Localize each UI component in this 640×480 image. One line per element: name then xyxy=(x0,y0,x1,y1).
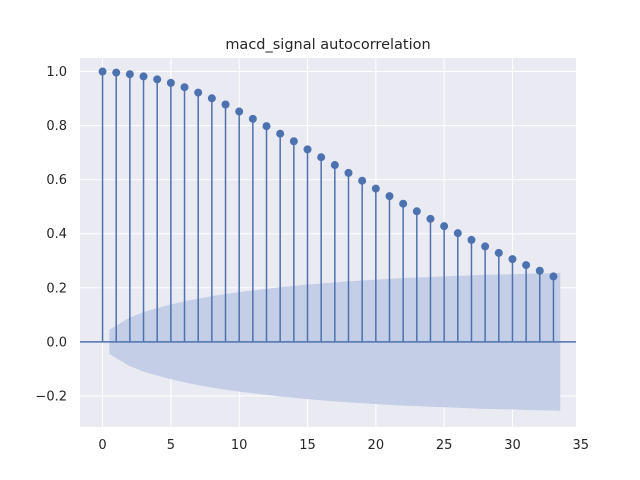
y-tick-label: 0.8 xyxy=(46,119,67,134)
x-axis-ticks: 0 5 10 15 20 25 30 35 xyxy=(98,438,589,453)
stem-marker-6 xyxy=(180,83,189,92)
stem-marker-23 xyxy=(412,207,421,216)
stem-marker-12 xyxy=(262,122,271,131)
stem-marker-8 xyxy=(207,94,216,103)
stem-marker-28 xyxy=(481,242,490,251)
stem-marker-7 xyxy=(194,88,203,97)
stem-marker-32 xyxy=(535,266,544,275)
stem-marker-19 xyxy=(358,176,367,185)
stem-marker-22 xyxy=(399,199,408,208)
x-tick-label: 35 xyxy=(573,438,590,453)
x-tick-label: 15 xyxy=(299,438,316,453)
stem-marker-17 xyxy=(330,161,339,170)
stem-series xyxy=(98,67,558,342)
x-tick-label: 10 xyxy=(231,438,248,453)
stem-marker-15 xyxy=(303,145,312,154)
stem-marker-21 xyxy=(385,192,394,201)
stem-marker-11 xyxy=(248,114,257,123)
stem-marker-4 xyxy=(153,75,162,84)
stem-marker-3 xyxy=(139,72,148,81)
stem-marker-27 xyxy=(467,235,476,244)
x-tick-label: 20 xyxy=(368,438,385,453)
chart-title: macd_signal autocorrelation xyxy=(225,37,430,53)
y-tick-label: 0.4 xyxy=(46,227,67,242)
y-tick-label: 0.6 xyxy=(46,173,67,188)
stem-marker-18 xyxy=(344,168,353,177)
stem-marker-29 xyxy=(494,248,503,257)
stem-marker-24 xyxy=(426,214,435,223)
stem-marker-0 xyxy=(98,67,107,76)
stem-marker-10 xyxy=(235,107,244,116)
stem-marker-33 xyxy=(549,272,558,281)
stem-marker-30 xyxy=(508,255,517,264)
x-tick-label: 30 xyxy=(504,438,521,453)
stem-marker-1 xyxy=(112,68,121,77)
y-tick-label: 0.0 xyxy=(46,335,67,350)
stem-marker-2 xyxy=(125,70,134,79)
x-tick-label: 5 xyxy=(167,438,175,453)
x-tick-label: 0 xyxy=(98,438,106,453)
stem-marker-5 xyxy=(166,78,175,87)
stem-marker-16 xyxy=(317,153,326,162)
stem-marker-31 xyxy=(522,261,531,270)
y-tick-label: −0.2 xyxy=(35,389,67,404)
stem-marker-20 xyxy=(371,184,380,193)
stem-marker-9 xyxy=(221,100,230,109)
stem-marker-25 xyxy=(440,222,449,231)
stem-marker-14 xyxy=(289,137,298,146)
stem-marker-26 xyxy=(453,229,462,238)
y-tick-label: 0.2 xyxy=(46,281,67,296)
stem-marker-13 xyxy=(276,129,285,138)
y-axis-ticks: −0.2 0.0 0.2 0.4 0.6 0.8 1.0 xyxy=(35,65,67,404)
x-tick-label: 25 xyxy=(436,438,453,453)
y-tick-label: 1.0 xyxy=(46,65,67,80)
